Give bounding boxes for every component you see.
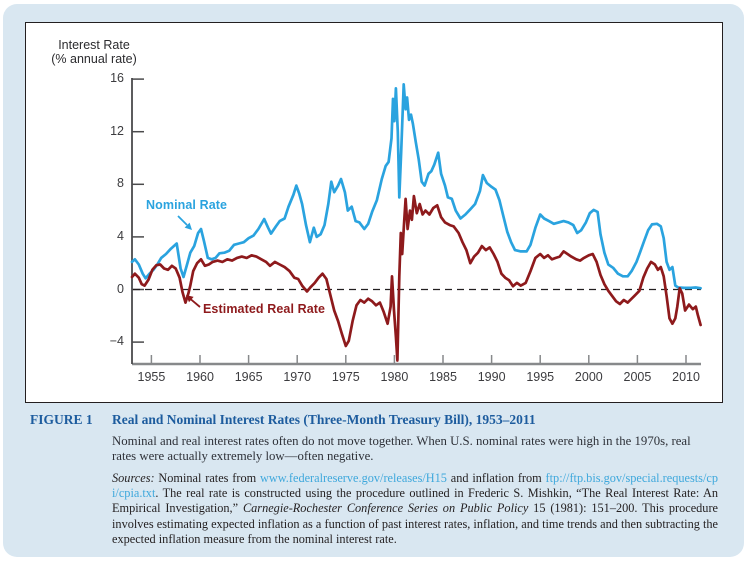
axis-tick-labels: 16 12 8 4 0 −4 1955 1960 1965 1970 1975 1980 1985 199… bbox=[26, 23, 722, 402]
y-axis-tick-label: 4 bbox=[117, 228, 124, 243]
y-axis-tick-label: 0 bbox=[117, 281, 124, 296]
source-link[interactable]: ftp://ftp.bis.gov/special.requests/cpi/c… bbox=[112, 470, 718, 501]
x-axis-tick-label: 2010 bbox=[672, 370, 700, 384]
y-axis-title: Interest Rate (% annual rate) bbox=[36, 38, 152, 66]
real-rate-line bbox=[130, 194, 702, 362]
x-axis-tick-label: 2005 bbox=[623, 370, 652, 384]
figure-title: Real and Nominal Interest Rates (Three-M… bbox=[112, 412, 536, 427]
figure-caption-row: FIGURE 1 Real and Nominal Interest Rates… bbox=[30, 412, 722, 428]
y-axis-tick-label: 16 bbox=[110, 71, 124, 86]
chart-area: 16 12 8 4 0 −4 1955 1960 1965 1970 1975 1980 1985 199… bbox=[25, 22, 723, 403]
y-axis-tick-label: −4 bbox=[109, 334, 124, 349]
sources-text-part: Carnegie-Rochester Conference Series on … bbox=[242, 501, 529, 516]
figure-caption: FIGURE 1 Real and Nominal Interest Rates… bbox=[30, 412, 722, 547]
source-link[interactable]: www.federalreserve.gov/releases/H15 bbox=[259, 470, 447, 485]
real-rate-arrow bbox=[186, 295, 201, 308]
figure-number: FIGURE 1 bbox=[30, 412, 93, 427]
figure-description: Nominal and real interest rates often do… bbox=[112, 434, 691, 463]
sources-text-part: and inflation from bbox=[446, 470, 546, 485]
y-axis-tick-label: 8 bbox=[117, 176, 124, 191]
x-axis-tick-label: 1960 bbox=[186, 370, 214, 384]
x-axis-tick-label: 1970 bbox=[283, 370, 312, 384]
y-axis-title-line2: (% annual rate) bbox=[51, 52, 137, 66]
x-axis-tick-label: 1990 bbox=[477, 370, 506, 384]
x-axis-tick-label: 2000 bbox=[574, 370, 603, 384]
x-axis-tick-label: 1965 bbox=[234, 370, 263, 384]
nominal-rate-line bbox=[130, 83, 702, 290]
x-axis-tick-label: 1975 bbox=[331, 370, 360, 384]
nominal-rate-label: Nominal Rate bbox=[146, 198, 228, 212]
real-rate-label: Estimated Real Rate bbox=[203, 302, 326, 316]
nominal-rate-arrow bbox=[177, 215, 192, 230]
interest-rate-chart bbox=[130, 78, 702, 366]
figure-panel: 16 12 8 4 0 −4 1955 1960 1965 1970 1975 1980 1985 199… bbox=[3, 4, 744, 557]
sources-text-part: Sources: bbox=[112, 470, 155, 485]
y-axis-tick-label: 12 bbox=[110, 123, 124, 138]
x-axis-tick-label: 1955 bbox=[137, 370, 166, 384]
y-axis-title-line1: Interest Rate bbox=[58, 38, 130, 52]
x-axis-tick-label: 1995 bbox=[526, 370, 555, 384]
sources-text-part: 15 (1981): 151–200. This procedure invol… bbox=[112, 501, 719, 546]
x-axis-tick-label: 1980 bbox=[380, 370, 409, 384]
figure-sources: Sources: Nominal rates from www.federalr… bbox=[112, 471, 718, 547]
sources-text-part: Nominal rates from bbox=[154, 470, 260, 485]
x-axis-tick-label: 1985 bbox=[429, 370, 457, 384]
sources-text-part: . The real rate is constructed using the… bbox=[112, 486, 718, 516]
